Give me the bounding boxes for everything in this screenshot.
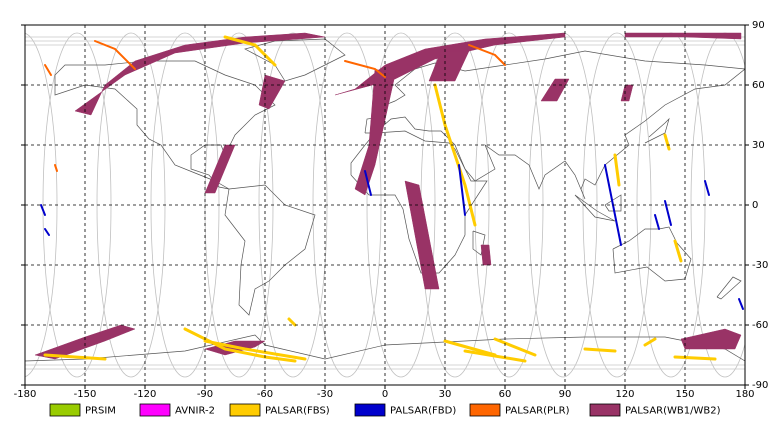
x-tick-label: 60 (499, 389, 512, 400)
legend-swatch (139, 403, 171, 417)
y-tick-label: -90 (752, 380, 768, 391)
swath-line (738, 298, 744, 310)
x-tick-label: 30 (439, 389, 452, 400)
x-tick-label: -90 (197, 389, 213, 400)
legend-label: PALSAR(WB1/WB2) (625, 406, 721, 417)
x-tick-label: 0 (382, 389, 388, 400)
x-tick-label: 120 (615, 389, 634, 400)
swath-line (43, 353, 107, 361)
legend-label: PALSAR(FBS) (265, 406, 330, 417)
swath-area (404, 180, 440, 290)
swath-line (463, 349, 527, 363)
coastline (25, 334, 745, 362)
swath-line (673, 355, 717, 361)
x-tick-label: -60 (257, 389, 273, 400)
swath-line (673, 239, 683, 263)
x-tick-label: -30 (317, 389, 333, 400)
swath-line (94, 40, 136, 70)
swath-line (287, 317, 297, 327)
x-tick-label: -150 (74, 389, 97, 400)
x-tick-label: 90 (559, 389, 572, 400)
coastline (244, 38, 346, 82)
legend-swatch (354, 403, 386, 417)
legend-label: PRSIM (85, 406, 116, 417)
swath-line (44, 64, 52, 76)
swath-area (620, 84, 634, 102)
coastline (224, 184, 316, 316)
swath-area (258, 74, 286, 110)
y-tick-label: -60 (752, 320, 768, 331)
y-tick-label: 60 (752, 80, 765, 91)
legend-label: PALSAR(PLR) (505, 406, 570, 417)
x-tick-label: 150 (675, 389, 694, 400)
swath-line (643, 337, 657, 347)
legend-swatch (49, 403, 81, 417)
x-tick-label: -180 (14, 389, 37, 400)
coastline (364, 50, 745, 200)
legend-swatch (469, 403, 501, 417)
y-tick-label: 0 (752, 200, 758, 211)
swath-line (654, 214, 660, 230)
swath-area (480, 244, 492, 266)
legend-swatch (589, 403, 621, 417)
swath-line (344, 60, 386, 78)
coastline (604, 194, 622, 212)
coastline (574, 194, 616, 222)
swath-line (493, 337, 537, 357)
y-tick-label: -30 (752, 260, 768, 271)
swath-line (458, 164, 466, 216)
coastline (644, 117, 670, 144)
legend-swatch (229, 403, 261, 417)
coastline (472, 230, 486, 256)
coastline (54, 60, 276, 190)
swath-area (540, 78, 570, 102)
swath-line (613, 153, 621, 187)
x-tick-label: -120 (134, 389, 157, 400)
swath-line (443, 339, 497, 357)
swath-area (428, 50, 470, 82)
swath-area (624, 32, 742, 40)
swath-line (664, 200, 672, 226)
legend-label: AVNIR-2 (175, 406, 215, 417)
swath-line (663, 133, 671, 151)
swath-line (604, 164, 622, 246)
swath-line (203, 339, 307, 361)
coastline (716, 276, 742, 300)
swath-line (468, 44, 506, 66)
y-tick-label: 30 (752, 140, 765, 151)
swath-line (364, 170, 372, 196)
swath-line (40, 204, 46, 216)
swath-line (44, 228, 50, 236)
swath-line (223, 35, 277, 67)
coastline (612, 226, 692, 282)
swath-line (704, 180, 710, 196)
swath-area (74, 32, 326, 116)
x-tick-label: 180 (735, 389, 754, 400)
legend-label: PALSAR(FBD) (390, 406, 456, 417)
y-tick-label: 90 (752, 20, 765, 31)
swath-line (54, 164, 58, 172)
swath-line (583, 347, 617, 353)
